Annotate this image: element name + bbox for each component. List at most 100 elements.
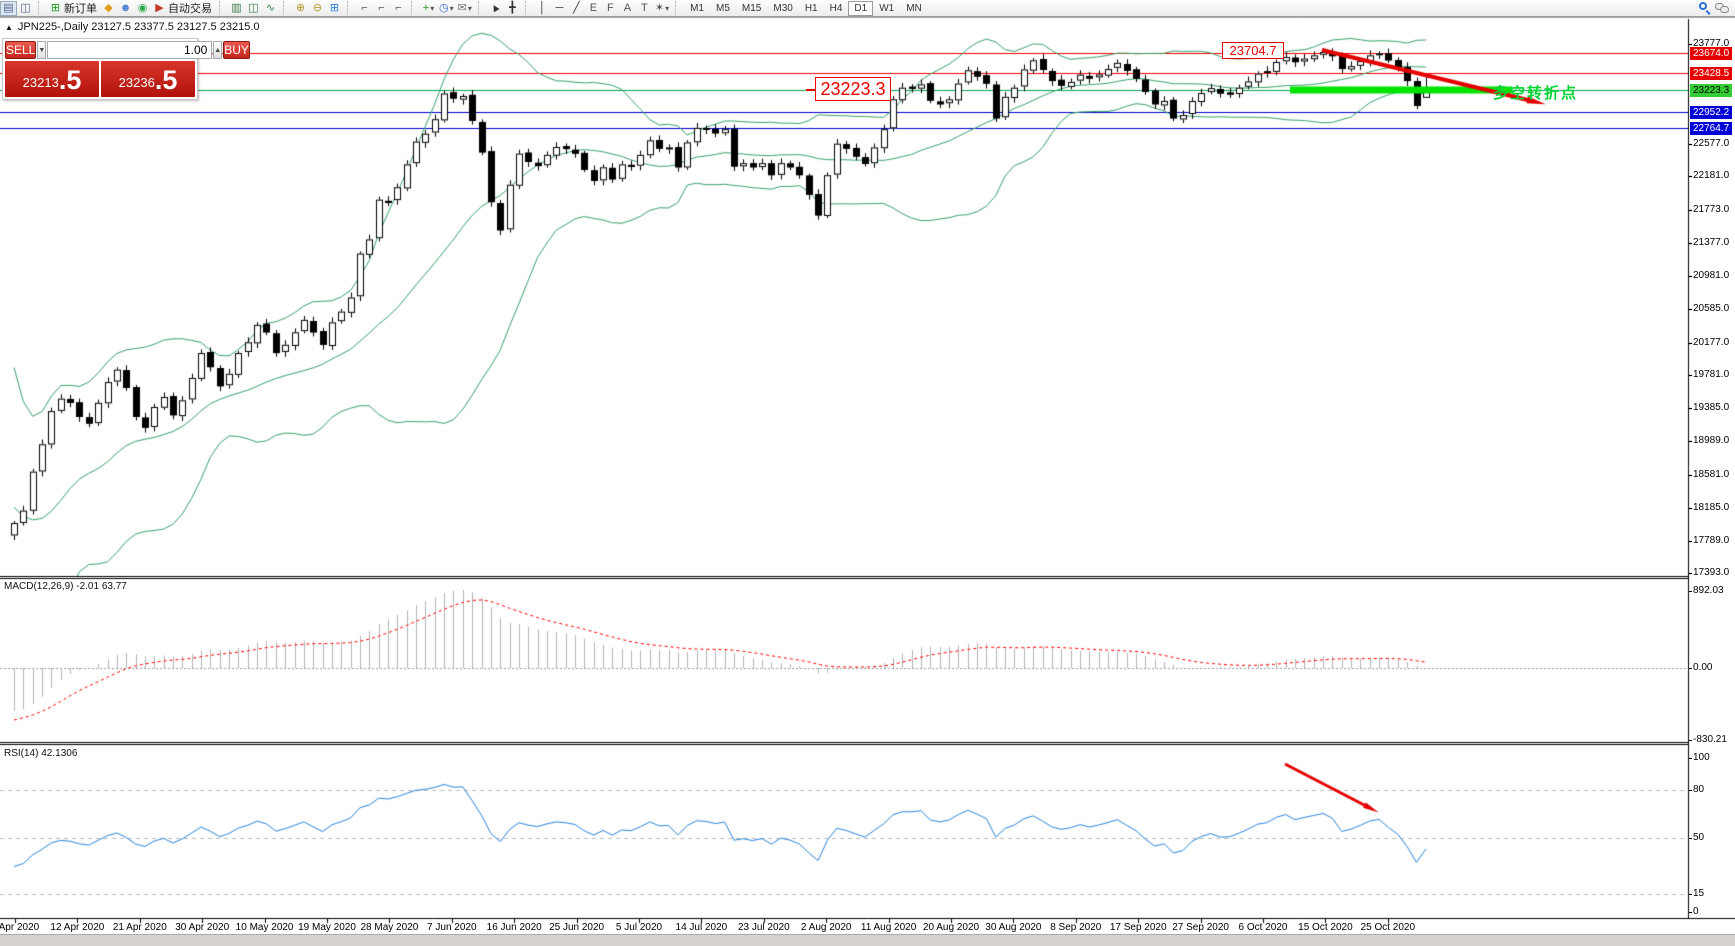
timeframe-button-mn[interactable]: MN — [906, 2, 922, 14]
charts-window-icon: ▤ — [3, 1, 14, 14]
price-axis-tick: 22181.0 — [1688, 170, 1730, 182]
peak-price-flag[interactable]: 23704.7 — [1222, 42, 1284, 59]
bar-chart-icon[interactable]: ▥ — [228, 1, 245, 16]
new-order-label[interactable]: 新订单 — [64, 3, 97, 15]
search-icon[interactable] — [1696, 1, 1713, 16]
volume-down-button[interactable]: ▼ — [37, 41, 47, 59]
text-icon: A — [623, 1, 632, 14]
news-icon[interactable]: ✉ ▾ — [456, 1, 474, 16]
zoom-in-icon[interactable]: ⊕ — [292, 1, 309, 16]
crosshair-icon[interactable]: ╋ — [504, 1, 521, 16]
chat-icon[interactable] — [1713, 1, 1731, 16]
signals-icon: ◉ — [137, 1, 148, 14]
date-axis-tick: 30 Apr 2020 — [175, 922, 230, 933]
chart-title: ▲ JPN225-,Daily 23127.5 23377.5 23127.5 … — [5, 21, 260, 33]
arrows-icon[interactable]: ✶ ▾ — [653, 1, 671, 16]
support-price-flag[interactable]: 23223.3 — [806, 77, 891, 101]
price-axis-tick: 20177.0 — [1688, 336, 1730, 348]
line-chart-icon[interactable]: ∿ — [262, 1, 279, 16]
horizontal-line-icon[interactable]: ─ — [551, 1, 568, 16]
candlestick-chart-icon[interactable]: ◫ — [245, 1, 262, 16]
rsi-axis-tick: 50 — [1688, 832, 1705, 843]
timeframe-button-m1[interactable]: M1 — [690, 2, 704, 14]
charts-window-icon[interactable]: ▤ — [0, 0, 17, 16]
date-axis-tick: 25 Jun 2020 — [549, 922, 605, 933]
add-indicator-icon[interactable]: + ▾ — [420, 1, 437, 16]
timeframe-button-h4[interactable]: H4 — [829, 2, 843, 14]
one-click-trade-panel: SELL ▼ ▲ BUY 23213 .5 23236 .5 — [2, 38, 250, 100]
indicator-windows-icon[interactable]: ⌐ — [373, 1, 390, 16]
date-axis-tick: 21 Apr 2020 — [112, 922, 167, 933]
timeframe-button-m15[interactable]: M15 — [741, 2, 762, 14]
indicator-windows-icon: ⌐ — [378, 1, 385, 14]
toolbar-separator — [411, 1, 418, 15]
date-axis-tick: 12 Apr 2020 — [50, 922, 105, 933]
trendline-icon: ╱ — [573, 1, 580, 14]
autotrading-label[interactable]: 自动交易 — [168, 3, 212, 15]
autotrading-icon[interactable]: ▶ — [151, 1, 168, 16]
dropdown-caret-icon[interactable]: ▾ — [467, 3, 472, 13]
volume-up-button[interactable]: ▲ — [213, 41, 223, 59]
fibonacci-icon[interactable]: F — [602, 1, 619, 16]
crosshair-icon: ╋ — [509, 1, 516, 14]
period-icon[interactable]: ◷ ▾ — [437, 1, 456, 16]
templates-icon[interactable]: ⌐ — [390, 1, 407, 16]
channel-icon[interactable]: E — [585, 1, 602, 16]
main-toolbar: ▤ ◫ ⊞ 新订单 ◆ ☻ ◉ ▶ 自动交易 ▥ ◫ ∿ ⊕ ⊖ ⊞ ⌐ ⌐ ⌐ + ▾ ◷ ▾ ✉ ▾ ▲ ╋ │ ─ ╱ E F A T ✶ ▾… — [0, 0, 1735, 17]
toolbar-separator — [219, 1, 226, 15]
vertical-line-icon: │ — [538, 1, 546, 14]
price-line-badge: 23223.3 — [1690, 83, 1733, 97]
text-label-icon[interactable]: T — [636, 1, 653, 16]
timeframe-button-h1[interactable]: H1 — [804, 2, 818, 14]
volume-input[interactable] — [47, 41, 213, 59]
chat-icon — [1715, 2, 1729, 14]
rsi-label: RSI(14) 42.1306 — [4, 748, 78, 759]
date-axis-tick: 28 May 2020 — [360, 922, 419, 933]
zoom-out-icon[interactable]: ⊖ — [309, 1, 326, 16]
buy-price-frac: .5 — [154, 65, 178, 95]
date-axis-tick: 2 Aug 2020 — [800, 922, 852, 933]
date-axis-tick: 8 Sep 2020 — [1050, 922, 1102, 933]
turning-point-annotation[interactable]: 多空转折点 — [1493, 85, 1579, 102]
metaeditor-icon[interactable]: ☻ — [117, 1, 134, 16]
line-chart-icon: ∿ — [265, 1, 276, 14]
timeframe-button-m5[interactable]: M5 — [716, 2, 730, 14]
price-line-badge: 23674.0 — [1690, 46, 1733, 60]
market-watch-icon[interactable]: ◫ — [17, 1, 34, 16]
sell-price-panel[interactable]: 23213 .5 — [5, 61, 99, 97]
toolbar-separator — [38, 1, 45, 15]
rsi-axis-tick: 15 — [1688, 888, 1705, 899]
buy-price-main: 23236 — [118, 75, 155, 90]
toolbar-separator — [675, 1, 682, 15]
text-label-icon: T — [640, 1, 648, 14]
timeframe-button-m30[interactable]: M30 — [773, 2, 793, 14]
date-axis-tick: 15 Oct 2020 — [1298, 922, 1353, 933]
date-axis-tick: 23 Jul 2020 — [737, 922, 790, 933]
trendline-icon[interactable]: ╱ — [568, 1, 585, 16]
indicators-icon[interactable]: ⌐ — [356, 1, 373, 16]
sell-button[interactable]: SELL — [5, 41, 37, 59]
mql-wizard-icon[interactable]: ◆ — [100, 1, 117, 16]
signals-icon[interactable]: ◉ — [134, 1, 151, 16]
price-line-badge: 22764.7 — [1690, 121, 1733, 135]
date-axis-tick: 16 Jun 2020 — [486, 922, 542, 933]
tile-windows-icon[interactable]: ⊞ — [326, 1, 343, 16]
dropdown-caret-icon[interactable]: ▾ — [430, 3, 435, 13]
new-order-icon: ⊞ — [50, 1, 61, 14]
text-icon[interactable]: A — [619, 1, 636, 16]
vertical-line-icon[interactable]: │ — [534, 1, 551, 16]
buy-price-panel[interactable]: 23236 .5 — [101, 61, 195, 97]
price-axis-tick: 22577.0 — [1688, 137, 1730, 149]
timeframe-button-w1[interactable]: W1 — [879, 2, 895, 14]
autotrading-icon: ▶ — [155, 1, 164, 14]
new-order-icon[interactable]: ⊞ — [47, 1, 64, 16]
templates-icon: ⌐ — [395, 1, 402, 14]
cursor-icon: ▲ — [487, 0, 503, 16]
dropdown-caret-icon[interactable]: ▾ — [665, 3, 670, 13]
timeframe-button-d1[interactable]: D1 — [848, 0, 874, 16]
buy-button[interactable]: BUY — [223, 41, 250, 59]
cursor-icon[interactable]: ▲ — [487, 0, 504, 16]
dropdown-caret-icon[interactable]: ▾ — [449, 3, 454, 13]
collapse-icon[interactable]: ▲ — [5, 22, 13, 32]
